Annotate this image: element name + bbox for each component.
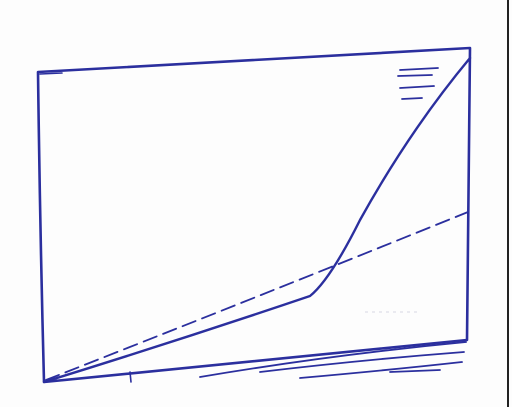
frame: [36, 46, 472, 384]
solid-line: [42, 56, 472, 384]
tick-stroke: [129, 371, 132, 383]
frame-stroke: [39, 72, 63, 75]
legend-scribble: [397, 67, 439, 100]
dashed-line: [45, 211, 469, 381]
bottom-scribble: [199, 341, 467, 379]
